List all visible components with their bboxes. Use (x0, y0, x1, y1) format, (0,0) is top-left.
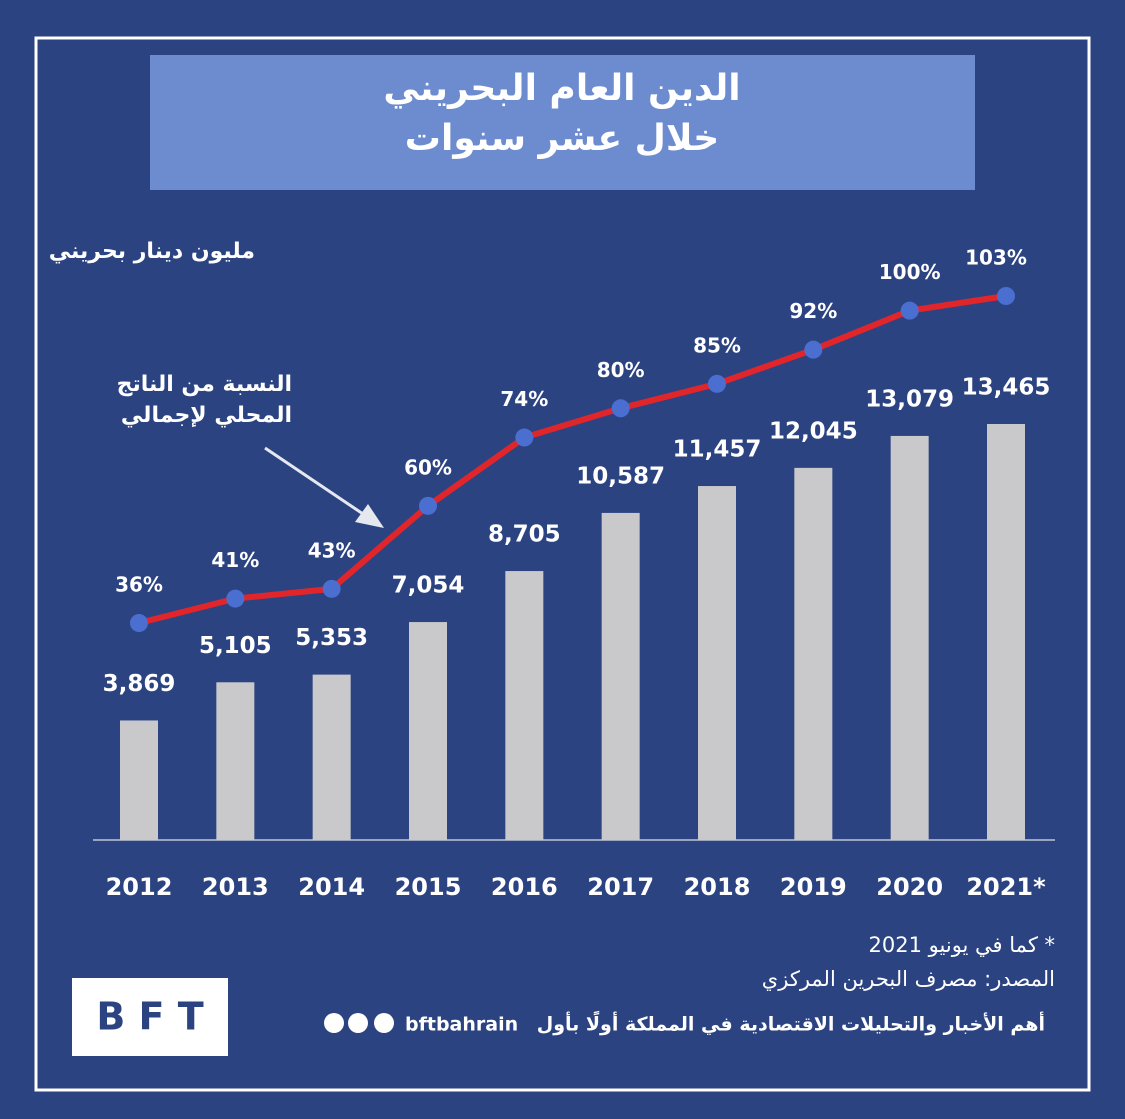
annotation: المحلي لإجمالي (121, 403, 292, 428)
x-tick-label: 2013 (202, 873, 269, 901)
bar (794, 467, 833, 840)
bar-value-label: 10,587 (576, 463, 665, 489)
bar-value-label: 5,105 (199, 633, 272, 659)
bar-value-label: 8,705 (488, 522, 561, 548)
source-note: المصدر: مصرف البحرين المركزي (762, 967, 1055, 991)
tagline: أهم الأخبار والتحليلات الاقتصادية في الم… (537, 1010, 1045, 1035)
bar (216, 682, 255, 840)
annotation: النسبة من الناتج (117, 372, 292, 397)
x-tick-label: 2015 (395, 873, 462, 901)
line-point (419, 496, 437, 515)
bar (120, 720, 158, 840)
x-tick-label: 2020 (876, 873, 943, 901)
instagram-icon[interactable] (324, 1013, 344, 1033)
bar-value-label: 13,465 (962, 375, 1051, 401)
logo: B F T (96, 995, 203, 1039)
bar (601, 512, 640, 840)
line-value-label: 43% (308, 538, 356, 562)
line-point (515, 428, 534, 447)
bar-value-label: 3,869 (103, 671, 176, 697)
chart-title: الدين العام البحريني (383, 68, 740, 109)
line-point (611, 399, 630, 418)
logo-box (72, 978, 228, 1056)
bar-value-label: 13,079 (865, 386, 954, 412)
x-tick-label: 2014 (298, 873, 365, 901)
line-point (997, 287, 1015, 305)
line-value-label: 36% (115, 573, 163, 597)
unit-label: مليون دينار بحريني (49, 239, 255, 264)
line-value-label: 85% (693, 333, 741, 357)
x-tick-label: 2019 (780, 873, 847, 901)
bar (698, 486, 736, 840)
bar-value-label: 5,353 (295, 625, 368, 651)
bar-value-label: 12,045 (769, 418, 858, 444)
frame (34, 36, 1091, 1092)
x-tick-label: 2017 (587, 873, 654, 901)
bar-value-label: 7,054 (392, 573, 465, 599)
line-point (708, 374, 726, 393)
line-point (130, 614, 148, 632)
line (138, 293, 1007, 626)
line-point (900, 301, 919, 320)
arrow-head (355, 504, 384, 528)
bar (505, 571, 544, 840)
line-point (322, 579, 341, 598)
line-value-label: 92% (789, 299, 837, 323)
twitter-icon[interactable] (374, 1013, 394, 1033)
chart-subtitle: خلال عشر سنوات (405, 118, 719, 159)
x-tick-label: 2016 (491, 873, 558, 901)
bar (409, 622, 447, 840)
bar (890, 435, 929, 840)
bar-value-label: 11,457 (673, 437, 762, 463)
line-value-label: 41% (211, 548, 259, 572)
line-value-label: 103% (965, 246, 1027, 270)
line-value-label: 100% (879, 260, 941, 284)
x-tick-label: 2021* (966, 873, 1046, 901)
line-point (226, 589, 245, 608)
facebook-icon[interactable] (348, 1013, 368, 1033)
footnote: * كما في يونيو 2021 (869, 933, 1055, 957)
line-value-label: 74% (500, 387, 548, 411)
annotation-arrow (264, 446, 373, 522)
x-tick-label: 2018 (684, 873, 751, 901)
line-value-label: 60% (404, 455, 452, 479)
bar (312, 674, 351, 840)
line-point (804, 340, 823, 359)
x-tick-label: 2012 (106, 873, 173, 901)
bar (987, 424, 1025, 840)
handle: bftbahrain (405, 1014, 518, 1036)
line-value-label: 80% (597, 358, 645, 382)
title-box (150, 55, 975, 190)
